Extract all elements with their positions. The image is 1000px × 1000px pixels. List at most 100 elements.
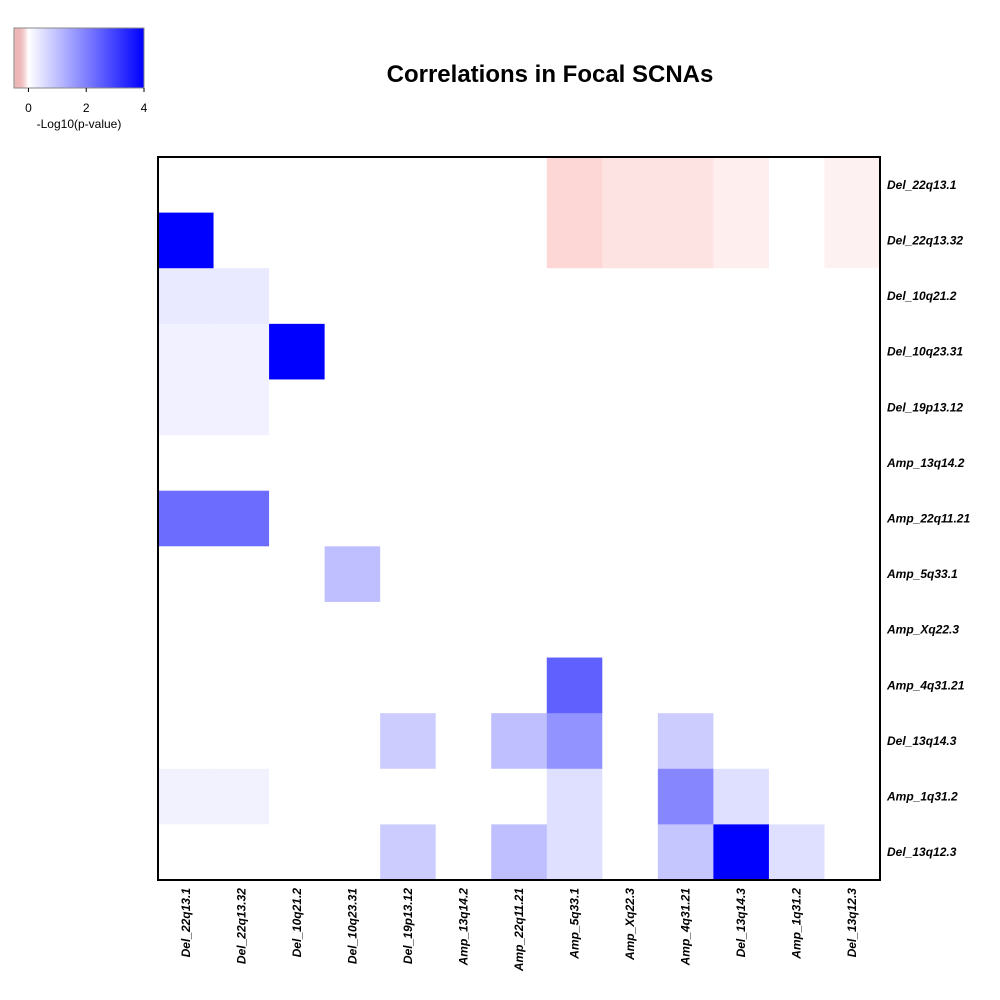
heatmap-cell: [824, 435, 881, 492]
colorbar-tick-label: 4: [141, 101, 148, 115]
heatmap-cell: [324, 212, 381, 269]
heatmap-cell: [657, 268, 714, 325]
heatmap-cell: [158, 379, 215, 436]
heatmap-cell: [380, 601, 437, 659]
row-labels: Del_22q13.1 Del_22q13.32 Del_10q21.2 Del_10…: [886, 178, 970, 859]
heatmap-cell: [491, 768, 548, 825]
heatmap-cell: [657, 657, 714, 714]
heatmap-cell: [546, 157, 603, 214]
heatmap-cell: [713, 212, 770, 269]
heatmap-cell: [546, 768, 603, 825]
heatmap-cell: [380, 713, 437, 770]
row-label: Amp_22q11.21: [886, 512, 970, 526]
heatmap-cell: [768, 657, 825, 714]
heatmap-cell: [491, 546, 548, 603]
heatmap-cell: [213, 379, 270, 436]
heatmap-cell: [546, 713, 603, 770]
heatmap-cell: [657, 546, 714, 603]
column-label: Amp_13q14.2: [456, 888, 470, 967]
heatmap-cell: [768, 435, 825, 492]
heatmap-cell: [602, 601, 659, 659]
heatmap-cell: [491, 713, 548, 770]
heatmap-cell: [269, 713, 326, 770]
heatmap-cell: [824, 157, 881, 214]
heatmap-cell: [380, 435, 437, 492]
column-label: Del_22q13.32: [234, 888, 248, 964]
heatmap-cell: [213, 490, 270, 547]
heatmap-cell: [713, 546, 770, 603]
heatmap-cell: [158, 657, 215, 714]
row-label: Del_22q13.32: [887, 233, 963, 247]
heatmap-cell: [768, 157, 825, 214]
colorbar-ticks: 0 2 4: [25, 88, 148, 115]
heatmap-cell: [546, 824, 603, 881]
heatmap-cell: [491, 157, 548, 214]
heatmap-cell: [546, 323, 603, 380]
heatmap-cell: [546, 601, 603, 659]
column-label: Del_13q12.3: [845, 888, 859, 958]
heatmap-cell: [824, 546, 881, 603]
heatmap-cell: [491, 323, 548, 380]
heatmap-cell: [380, 546, 437, 603]
heatmap-cell: [657, 435, 714, 492]
heatmap-cell: [158, 490, 215, 547]
row-label: Del_22q13.1: [887, 178, 957, 192]
heatmap-cell: [824, 379, 881, 436]
heatmap-cell: [768, 379, 825, 436]
heatmap-cell: [213, 435, 270, 492]
heatmap-cell: [491, 824, 548, 881]
column-label: Amp_1q31.2: [790, 888, 804, 960]
heatmap-cell: [768, 768, 825, 825]
heatmap-cell: [713, 713, 770, 770]
heatmap-cell: [269, 768, 326, 825]
row-label: Del_13q12.3: [887, 845, 957, 859]
row-label: Amp_1q31.2: [886, 790, 958, 804]
heatmap-cell: [657, 824, 714, 881]
heatmap-cell: [713, 157, 770, 214]
heatmap-cell: [824, 490, 881, 547]
heatmap-cell: [491, 212, 548, 269]
column-label: Del_22q13.1: [179, 888, 193, 958]
row-label: Del_19p13.12: [887, 400, 963, 414]
heatmap-cell: [602, 268, 659, 325]
heatmap-cell: [435, 657, 492, 714]
heatmap-cell: [824, 268, 881, 325]
heatmap-cell: [546, 490, 603, 547]
heatmap-cell: [824, 212, 881, 269]
heatmap-cell: [213, 157, 270, 214]
heatmap-cell: [213, 713, 270, 770]
heatmap-cell: [435, 601, 492, 659]
colorbar-label: -Log10(p-value): [37, 117, 122, 131]
heatmap-cell: [768, 601, 825, 659]
column-label: Del_13q14.3: [734, 888, 748, 958]
heatmap-cell: [380, 768, 437, 825]
plot-frame: [157, 156, 881, 881]
heatmap-cell: [380, 657, 437, 714]
heatmap-cell: [158, 768, 215, 825]
heatmap-cell: [435, 268, 492, 325]
heatmap-cell: [213, 768, 270, 825]
row-label: Del_10q21.2: [887, 289, 957, 303]
heatmap-cell: [491, 490, 548, 547]
heatmap-cell: [324, 323, 381, 380]
heatmap-cell: [546, 379, 603, 436]
heatmap-cell: [824, 824, 881, 881]
heatmap-cell: [380, 490, 437, 547]
heatmap-cell: [158, 212, 215, 269]
heatmap-cell: [546, 546, 603, 603]
heatmap-cell: [768, 323, 825, 380]
column-label: Amp_5q33.1: [568, 888, 582, 960]
heatmap-cell: [768, 546, 825, 603]
chart-title: Correlations in Focal SCNAs: [387, 61, 714, 88]
heatmap-cell: [158, 546, 215, 603]
heatmap-cell: [435, 768, 492, 825]
heatmap-cell: [324, 435, 381, 492]
heatmap-cell: [158, 435, 215, 492]
heatmap-cell: [435, 546, 492, 603]
heatmap-cell: [602, 379, 659, 436]
heatmap-cell: [546, 268, 603, 325]
heatmap-cell: [546, 212, 603, 269]
heatmap-cell: [158, 601, 215, 659]
row-label: Amp_13q14.2: [886, 456, 965, 470]
heatmap-cell: [602, 546, 659, 603]
